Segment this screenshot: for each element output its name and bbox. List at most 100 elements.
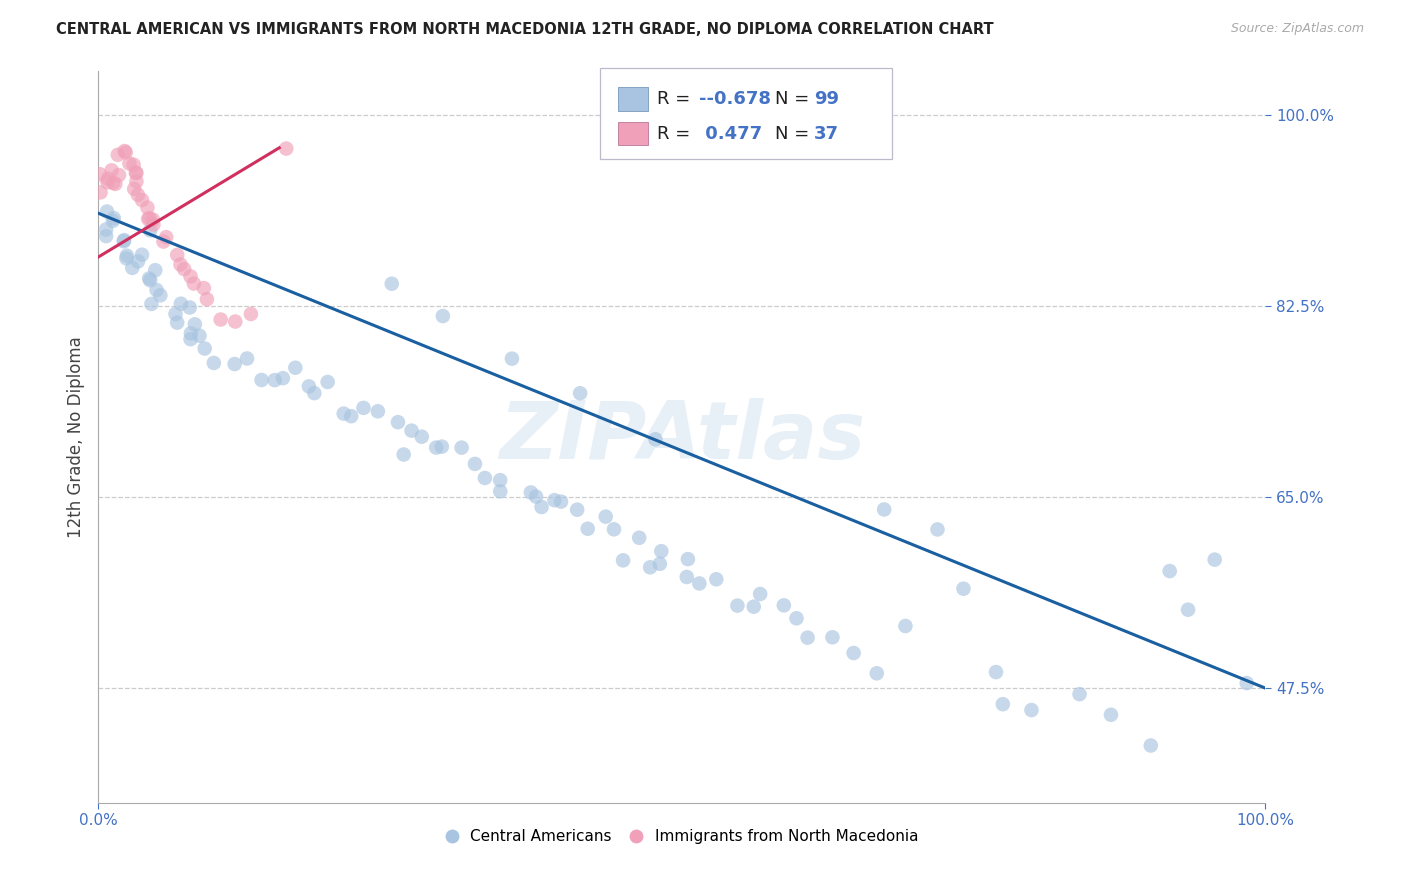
Point bbox=[704, 572, 727, 586]
Point bbox=[143, 263, 166, 277]
Point bbox=[101, 214, 124, 228]
Point bbox=[180, 332, 202, 346]
Point bbox=[401, 424, 423, 438]
Point bbox=[650, 544, 672, 558]
Point bbox=[489, 473, 512, 487]
Text: N =: N = bbox=[775, 125, 815, 143]
Point bbox=[543, 493, 565, 508]
Point bbox=[612, 553, 634, 567]
Point bbox=[425, 441, 447, 455]
Point bbox=[100, 163, 122, 178]
Point bbox=[821, 630, 844, 644]
Point bbox=[101, 176, 124, 190]
Text: CENTRAL AMERICAN VS IMMIGRANTS FROM NORTH MACEDONIA 12TH GRADE, NO DIPLOMA CORRE: CENTRAL AMERICAN VS IMMIGRANTS FROM NORT… bbox=[56, 22, 994, 37]
Point bbox=[112, 233, 135, 247]
Point bbox=[796, 631, 818, 645]
Point bbox=[353, 401, 375, 415]
Point bbox=[785, 611, 807, 625]
Point bbox=[725, 599, 748, 613]
Point bbox=[136, 201, 159, 215]
Point bbox=[183, 277, 205, 291]
Point bbox=[1159, 564, 1181, 578]
Point bbox=[180, 326, 202, 341]
Point bbox=[952, 582, 974, 596]
Point bbox=[122, 182, 145, 196]
Point bbox=[501, 351, 523, 366]
Point bbox=[530, 500, 553, 514]
Point bbox=[138, 271, 160, 285]
Point bbox=[1139, 739, 1161, 753]
Point bbox=[188, 328, 211, 343]
Point bbox=[139, 223, 162, 237]
Point bbox=[136, 211, 159, 226]
Point bbox=[866, 666, 889, 681]
Point bbox=[96, 175, 118, 189]
FancyBboxPatch shape bbox=[600, 68, 891, 159]
Point bbox=[387, 415, 409, 429]
Point bbox=[688, 576, 710, 591]
Point bbox=[131, 193, 153, 207]
Point bbox=[145, 283, 167, 297]
FancyBboxPatch shape bbox=[617, 122, 648, 145]
Point bbox=[464, 457, 486, 471]
Point bbox=[141, 297, 163, 311]
Point bbox=[430, 440, 453, 454]
Point bbox=[271, 371, 294, 385]
Legend: Central Americans, Immigrants from North Macedonia: Central Americans, Immigrants from North… bbox=[440, 822, 924, 850]
Text: R =: R = bbox=[658, 90, 696, 108]
Point bbox=[184, 318, 207, 332]
Point bbox=[202, 356, 225, 370]
Point bbox=[742, 599, 765, 614]
Point bbox=[125, 166, 148, 180]
Point bbox=[749, 587, 772, 601]
Point bbox=[628, 531, 651, 545]
Point bbox=[236, 351, 259, 366]
Point bbox=[638, 560, 661, 574]
Point bbox=[550, 494, 572, 508]
Point bbox=[179, 301, 201, 315]
Point bbox=[1069, 687, 1091, 701]
Point bbox=[927, 523, 949, 537]
Point bbox=[149, 288, 172, 302]
Point bbox=[125, 166, 148, 180]
Text: 99: 99 bbox=[814, 90, 839, 108]
Point bbox=[576, 522, 599, 536]
Point bbox=[193, 281, 215, 295]
Point bbox=[250, 373, 273, 387]
Point bbox=[569, 386, 592, 401]
Point bbox=[340, 409, 363, 424]
Point bbox=[894, 619, 917, 633]
Point bbox=[169, 258, 191, 272]
Point bbox=[104, 177, 127, 191]
Point bbox=[115, 252, 138, 266]
Point bbox=[173, 262, 195, 277]
Point bbox=[224, 314, 246, 328]
Point bbox=[114, 145, 136, 160]
Point bbox=[316, 375, 339, 389]
Point bbox=[773, 599, 796, 613]
Point bbox=[675, 570, 697, 584]
Point bbox=[842, 646, 865, 660]
Point bbox=[209, 312, 232, 326]
Y-axis label: 12th Grade, No Diploma: 12th Grade, No Diploma bbox=[66, 336, 84, 538]
Point bbox=[97, 171, 120, 186]
Point bbox=[1177, 603, 1199, 617]
Point bbox=[138, 211, 160, 226]
Point bbox=[224, 357, 246, 371]
Text: 37: 37 bbox=[814, 125, 839, 143]
Point bbox=[1236, 676, 1258, 690]
Point bbox=[142, 218, 165, 232]
Point bbox=[450, 441, 472, 455]
Point bbox=[392, 448, 415, 462]
Point bbox=[524, 490, 547, 504]
Text: N =: N = bbox=[775, 90, 815, 108]
Point bbox=[195, 292, 218, 306]
Point bbox=[991, 697, 1014, 711]
Point bbox=[595, 509, 617, 524]
Point bbox=[127, 187, 149, 202]
Point bbox=[165, 307, 187, 321]
Point bbox=[166, 248, 188, 262]
Point bbox=[603, 522, 626, 536]
Text: ZIPAtlas: ZIPAtlas bbox=[499, 398, 865, 476]
Point bbox=[131, 248, 153, 262]
